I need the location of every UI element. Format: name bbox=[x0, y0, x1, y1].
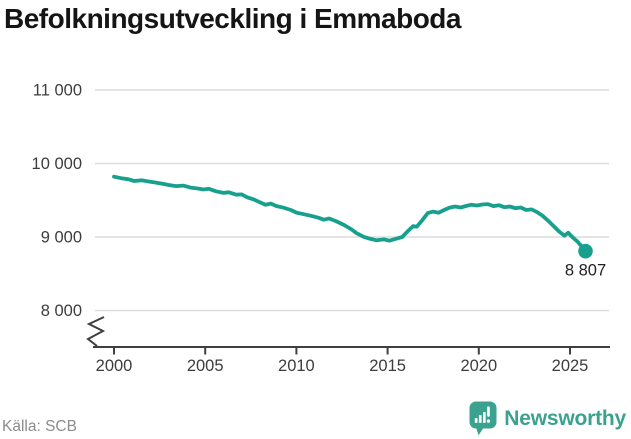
x-axis-tick-label: 2000 bbox=[96, 357, 133, 375]
x-axis-tick-label: 2020 bbox=[460, 357, 497, 375]
x-axis-tick-label: 2010 bbox=[278, 357, 315, 375]
newsworthy-speech-bubble-barchart-icon bbox=[469, 401, 497, 436]
y-axis-tick-label: 11 000 bbox=[33, 82, 82, 100]
exclamation-bar-icon bbox=[487, 406, 491, 417]
end-point-marker bbox=[578, 243, 593, 259]
population-line-series bbox=[112, 174, 588, 254]
bar-icon-medium bbox=[479, 415, 482, 423]
x-axis-tick-label: 2005 bbox=[187, 357, 224, 375]
x-axis-tick-label: 2025 bbox=[552, 357, 589, 375]
line-chart-canvas: 11 000 10 000 9 000 8 000 2000 2005 2010 2015 20… bbox=[32, 82, 610, 375]
newsworthy-logo[interactable]: Newsworthy bbox=[469, 401, 626, 437]
exclamation-dot-icon bbox=[487, 419, 491, 423]
source-label: Källa: SCB bbox=[2, 418, 77, 435]
y-axis-tick-label: 8 000 bbox=[41, 302, 82, 320]
brand-name: Newsworthy bbox=[504, 407, 626, 430]
axis-break-icon bbox=[86, 316, 106, 347]
y-axis-tick-label: 9 000 bbox=[41, 229, 82, 247]
end-point-value-label: 8 807 bbox=[565, 262, 606, 280]
y-axis-tick-label: 10 000 bbox=[32, 155, 82, 173]
x-axis-tick-label: 2015 bbox=[369, 357, 406, 375]
bar-icon-tall bbox=[483, 412, 486, 423]
chart-title: Befolkningsutveckling i Emmaboda bbox=[4, 3, 461, 34]
bar-icon-small bbox=[475, 418, 478, 423]
